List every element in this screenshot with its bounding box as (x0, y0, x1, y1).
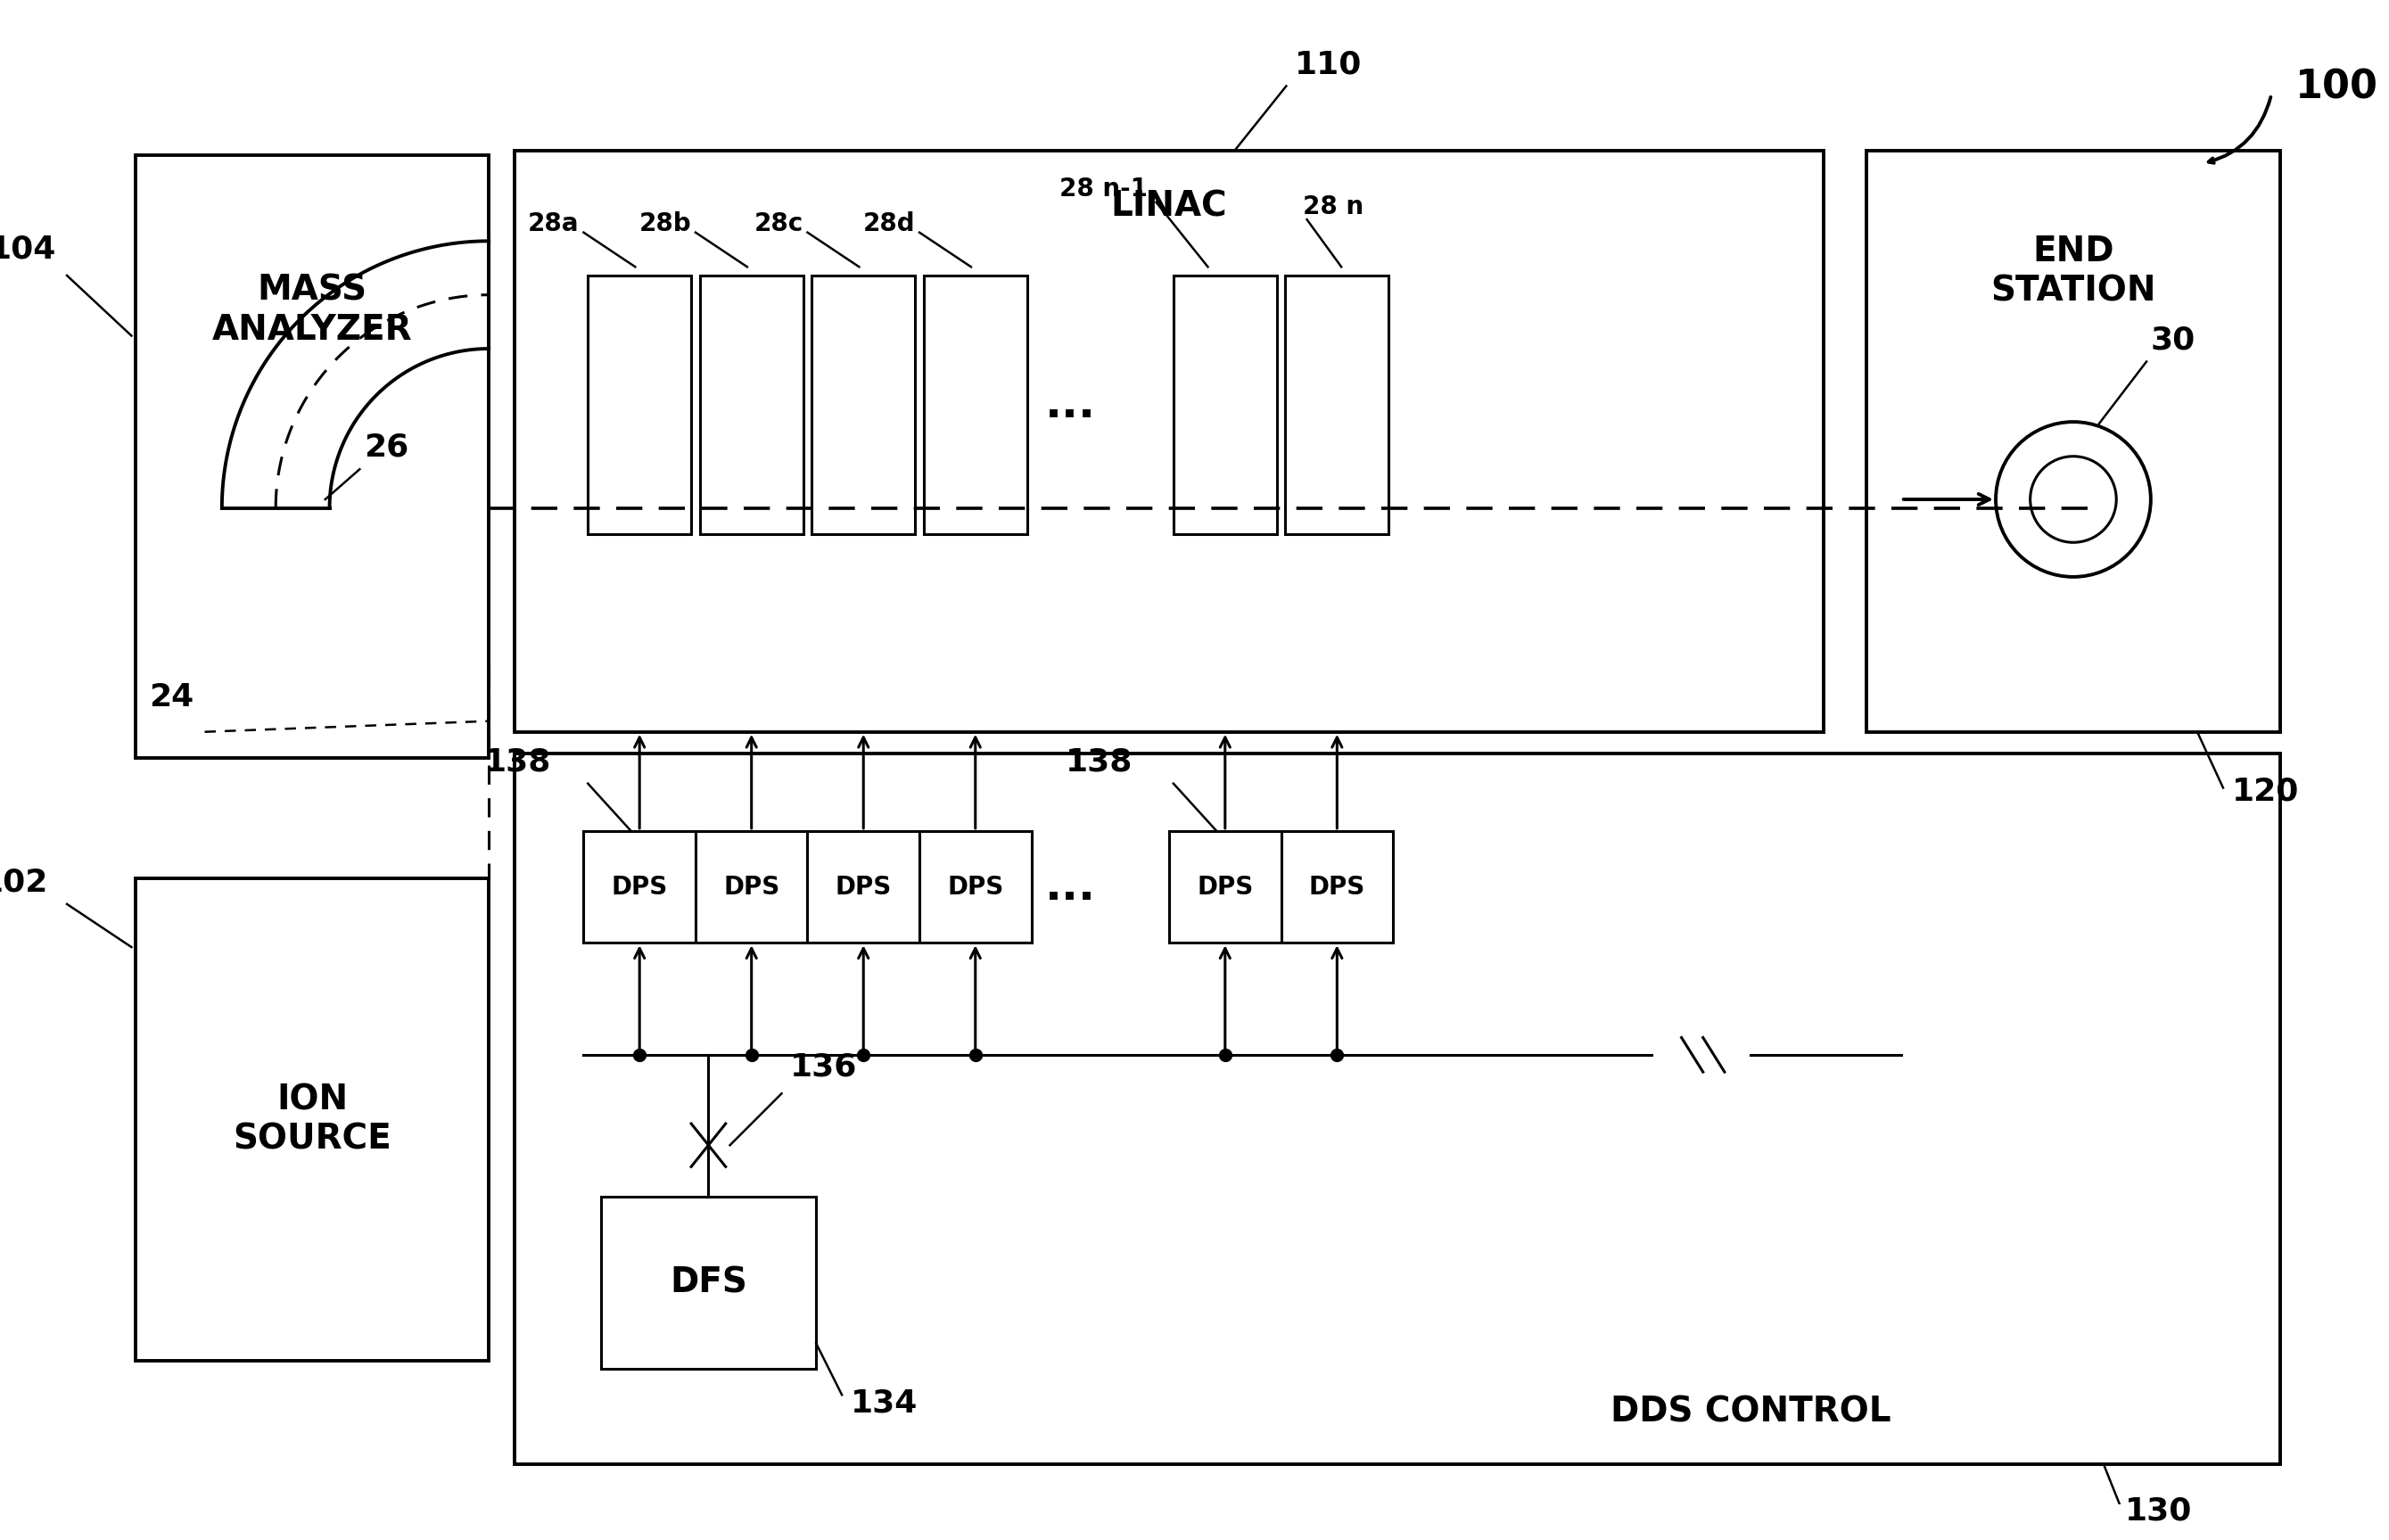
Bar (700, 276, 803, 534)
Text: ION
SOURCE: ION SOURCE (234, 1083, 392, 1157)
Text: 136: 136 (791, 1052, 858, 1083)
Text: DPS: DPS (612, 875, 669, 899)
Bar (1281, 832, 1393, 942)
Text: 28c: 28c (755, 211, 803, 236)
Text: DPS: DPS (946, 875, 1003, 899)
Text: DPS: DPS (836, 875, 891, 899)
Bar (1285, 276, 1388, 534)
Text: 130: 130 (2124, 1495, 2193, 1526)
Bar (600, 1197, 817, 1369)
Bar (1866, 151, 2279, 732)
Text: 28 n-1: 28 n-1 (1058, 177, 1147, 202)
Bar (925, 276, 1027, 534)
Text: DPS: DPS (724, 875, 779, 899)
Text: END
STATION: END STATION (1990, 234, 2155, 308)
Text: 28 n: 28 n (1302, 194, 1364, 219)
Text: 134: 134 (850, 1388, 917, 1418)
Text: DDS CONTROL: DDS CONTROL (1610, 1395, 1890, 1429)
Bar (136, 878, 490, 1360)
Text: MASS
ANALYZER: MASS ANALYZER (213, 274, 413, 347)
Bar (514, 151, 1823, 732)
Text: 26: 26 (363, 433, 409, 462)
Bar (1168, 832, 1281, 942)
Text: 28d: 28d (862, 211, 915, 236)
Bar (920, 832, 1032, 942)
Text: 104: 104 (0, 234, 57, 265)
Bar (136, 156, 490, 758)
Text: ...: ... (1044, 383, 1097, 427)
Text: 120: 120 (2231, 776, 2298, 807)
Bar (812, 276, 915, 534)
Bar (588, 276, 690, 534)
Text: 28b: 28b (638, 211, 690, 236)
Text: 102: 102 (0, 867, 48, 898)
Text: DPS: DPS (1309, 875, 1364, 899)
Bar (1173, 276, 1276, 534)
Bar (583, 832, 695, 942)
Text: DPS: DPS (1197, 875, 1254, 899)
Bar (695, 832, 807, 942)
Bar (807, 832, 920, 942)
Text: LINAC: LINAC (1111, 189, 1228, 223)
Text: DFS: DFS (669, 1266, 748, 1300)
Text: 30: 30 (2150, 325, 2195, 354)
Text: 28a: 28a (528, 211, 578, 236)
Text: 100: 100 (2296, 69, 2379, 106)
Bar (514, 753, 2279, 1463)
Text: ...: ... (1044, 865, 1097, 909)
Text: 24: 24 (148, 682, 194, 713)
Text: 138: 138 (485, 747, 552, 776)
Text: 110: 110 (1295, 49, 1362, 80)
Text: 138: 138 (1065, 747, 1132, 776)
